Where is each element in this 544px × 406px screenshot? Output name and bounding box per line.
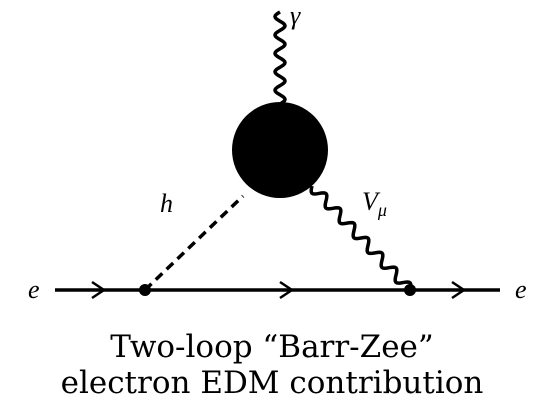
vector-label-main: V <box>362 187 381 216</box>
photon-label: γ <box>290 1 301 30</box>
vertex <box>139 284 151 296</box>
higgs-propagator <box>143 194 245 292</box>
vector-propagator <box>309 185 413 291</box>
arrow <box>279 280 295 300</box>
vector-label: Vμ <box>362 187 387 220</box>
vector-label-subscript: μ <box>377 200 387 220</box>
caption-line: Two-loop “Barr-Zee” <box>110 329 434 365</box>
electron-out-label: e <box>515 275 527 304</box>
photon-propagator <box>273 10 287 106</box>
caption-line: electron EDM contribution <box>61 365 484 401</box>
arrow <box>451 280 467 300</box>
electron-in-label: e <box>28 275 40 304</box>
vertex <box>404 284 416 296</box>
arrow <box>91 280 107 300</box>
higgs-label: h <box>160 189 173 218</box>
loop-blob <box>232 102 328 198</box>
